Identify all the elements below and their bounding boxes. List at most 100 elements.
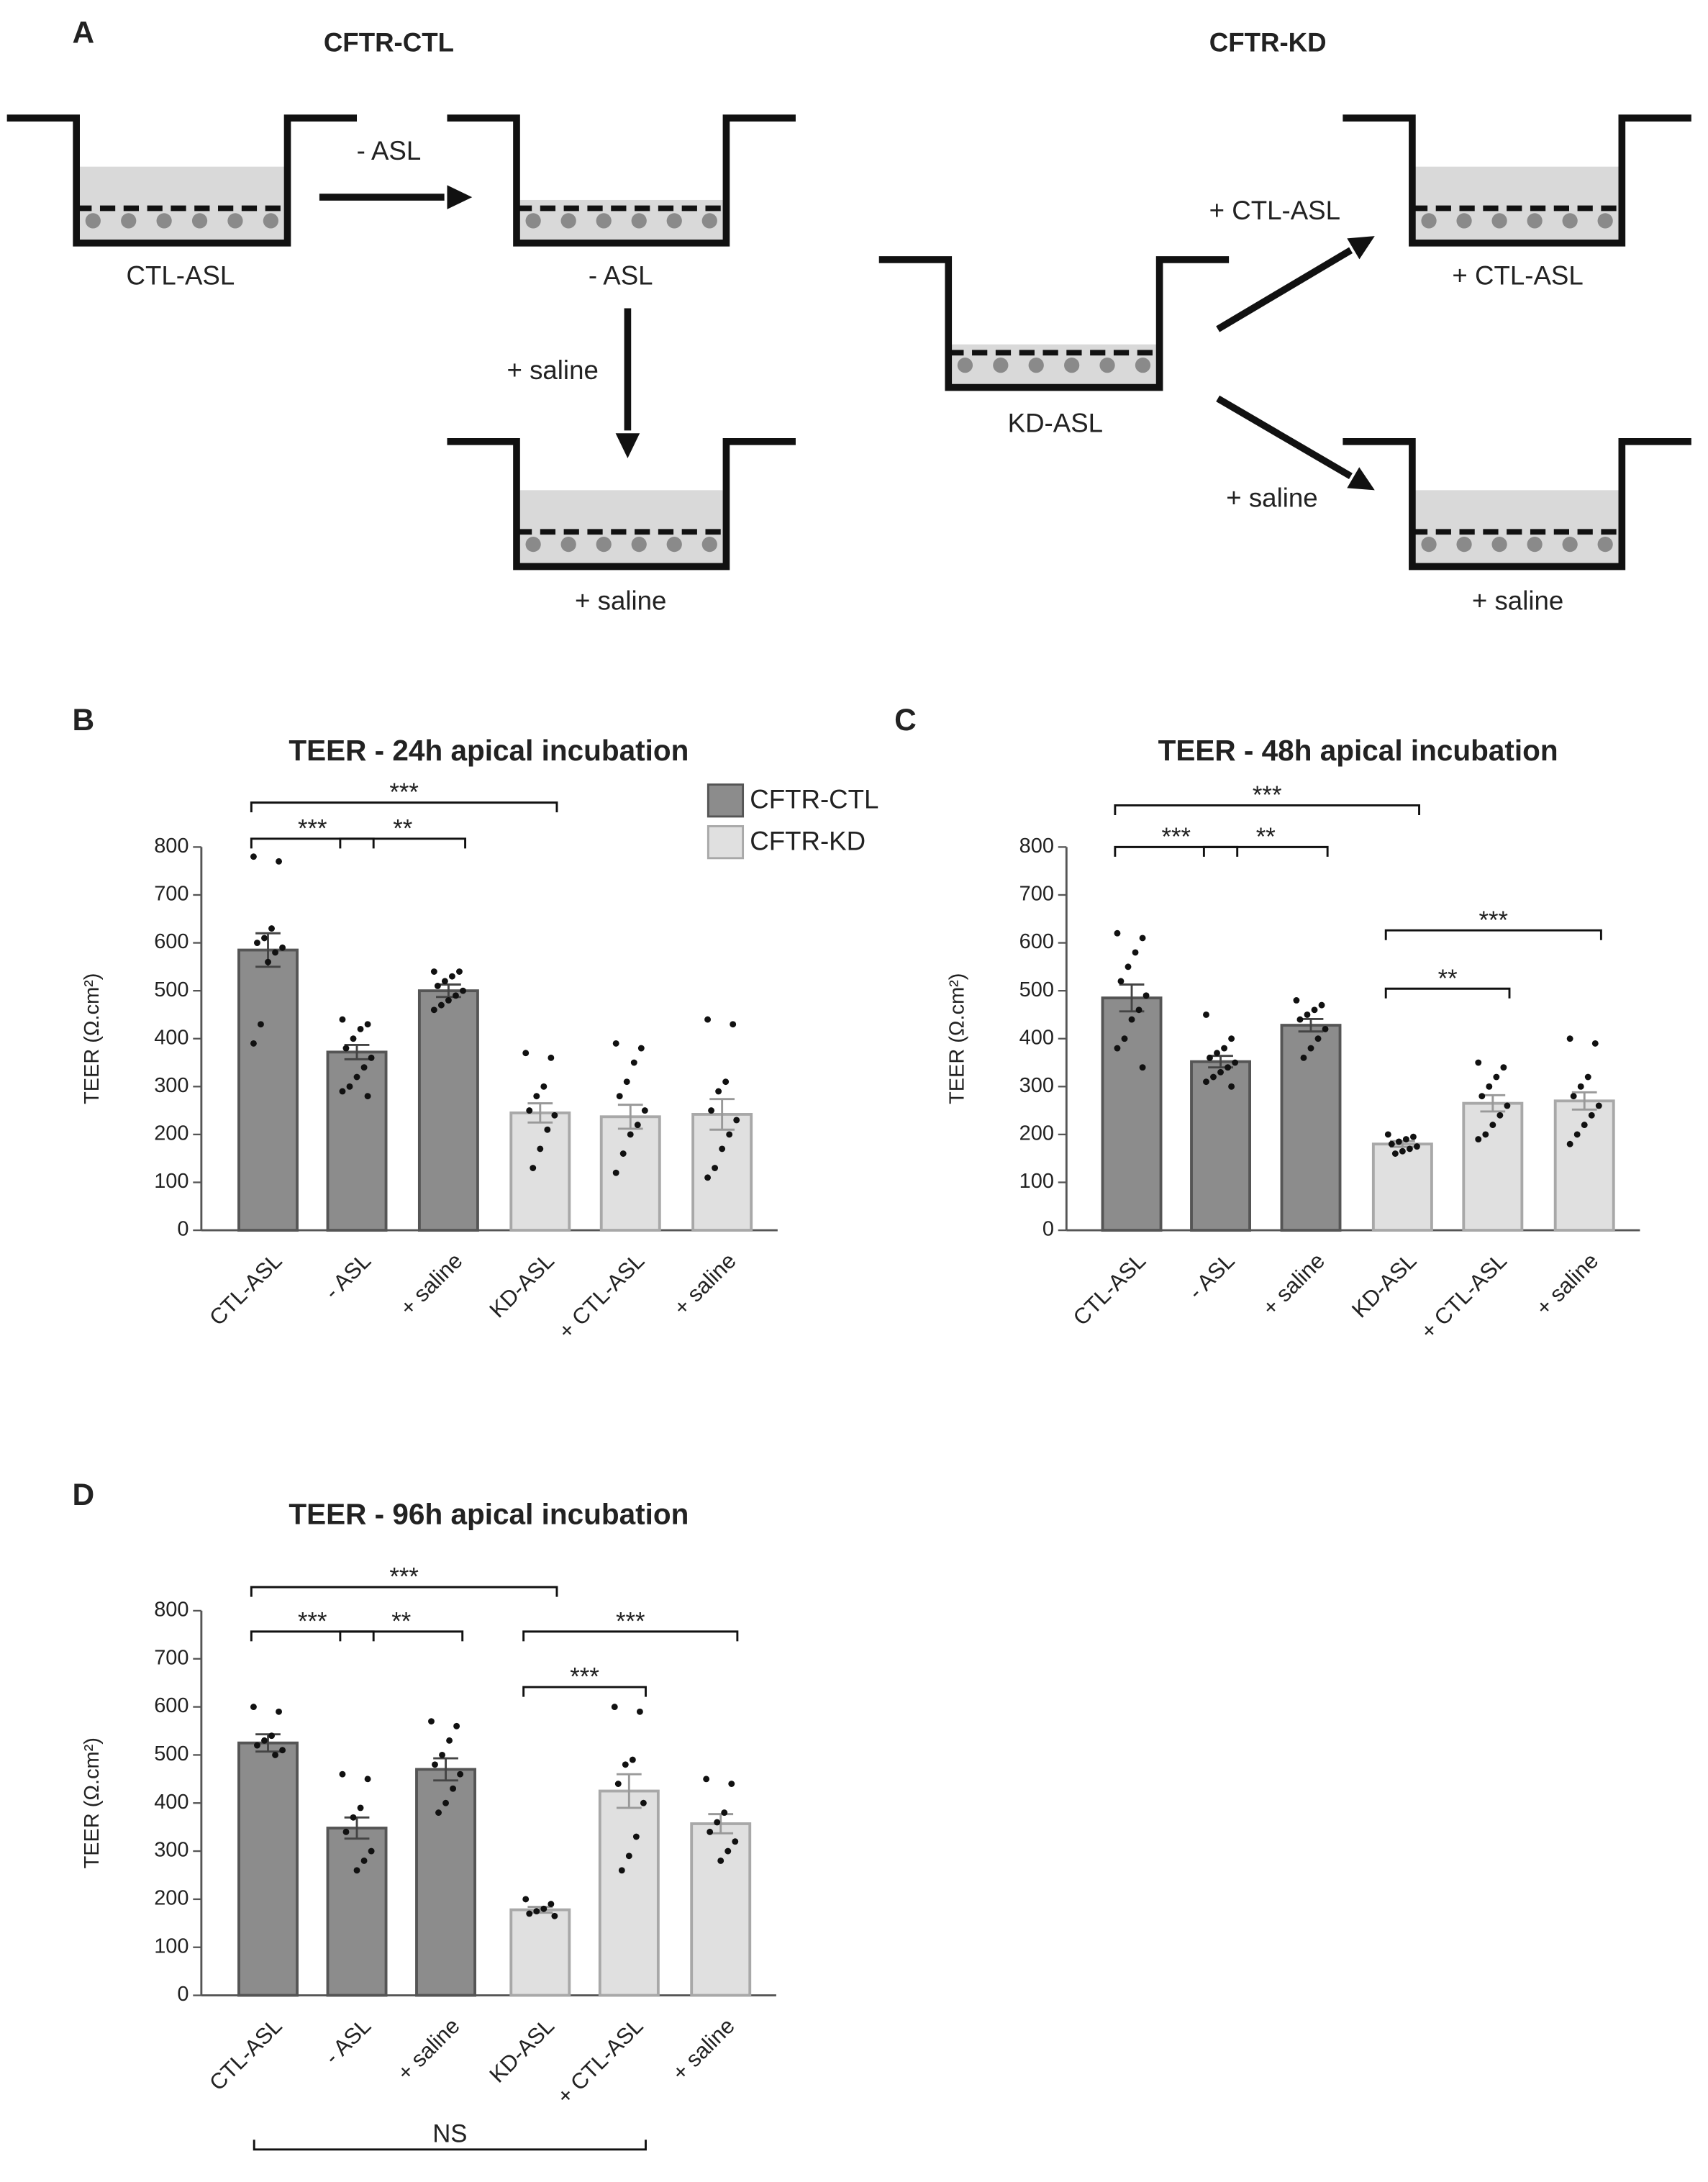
data-point bbox=[540, 1083, 548, 1090]
data-point bbox=[261, 935, 268, 942]
data-point bbox=[1296, 1016, 1304, 1023]
y-tick-label: 100 bbox=[154, 1935, 188, 1958]
data-point bbox=[1388, 1140, 1395, 1147]
data-point bbox=[611, 1704, 618, 1711]
data-point bbox=[448, 973, 455, 980]
data-point bbox=[1496, 1112, 1504, 1119]
bar bbox=[691, 1113, 753, 1232]
data-point bbox=[708, 1107, 715, 1114]
data-point bbox=[1139, 935, 1146, 942]
group-title: CFTR-KD bbox=[1209, 27, 1327, 57]
data-point bbox=[441, 978, 448, 985]
data-point bbox=[632, 1833, 640, 1840]
data-point bbox=[522, 1050, 530, 1057]
data-point bbox=[714, 1819, 721, 1826]
chart-title: TEER - 96h apical incubation bbox=[289, 1497, 689, 1530]
data-point bbox=[254, 940, 260, 946]
cell bbox=[1597, 213, 1613, 229]
significance-label: ** bbox=[1256, 824, 1276, 851]
y-tick-label: 600 bbox=[154, 930, 188, 953]
data-point bbox=[612, 1169, 619, 1176]
cell bbox=[85, 213, 101, 229]
data-point bbox=[1566, 1140, 1573, 1147]
data-point bbox=[342, 1828, 350, 1835]
bar bbox=[415, 1768, 477, 1997]
bar bbox=[417, 989, 479, 1232]
data-point bbox=[250, 1704, 257, 1711]
error-bar bbox=[433, 1757, 458, 1782]
y-tick-label: 600 bbox=[154, 1694, 188, 1717]
well-label: + CTL-ASL bbox=[1452, 261, 1583, 291]
data-point bbox=[364, 1776, 371, 1783]
data-point bbox=[704, 1016, 712, 1023]
data-point bbox=[622, 1761, 629, 1768]
data-point bbox=[1232, 1059, 1239, 1066]
cell bbox=[1562, 537, 1578, 553]
data-point bbox=[548, 1901, 555, 1908]
data-point bbox=[279, 944, 286, 951]
data-point bbox=[728, 1781, 735, 1787]
liquid bbox=[516, 490, 727, 567]
well-label: CTL-ASL bbox=[127, 261, 235, 291]
data-point bbox=[551, 1112, 558, 1119]
y-tick-label: 200 bbox=[154, 1122, 188, 1145]
y-tick-label: 500 bbox=[154, 978, 188, 1001]
arrow-label: + saline bbox=[507, 355, 598, 385]
cell bbox=[1562, 213, 1578, 229]
data-point bbox=[1414, 1143, 1420, 1150]
data-point bbox=[1482, 1131, 1489, 1138]
data-point bbox=[726, 1131, 733, 1138]
cell bbox=[1527, 537, 1543, 553]
data-point bbox=[717, 1858, 724, 1864]
y-tick-label: 500 bbox=[154, 1742, 188, 1765]
data-point bbox=[268, 1732, 275, 1740]
cell bbox=[957, 358, 973, 373]
cell bbox=[525, 213, 541, 229]
data-point bbox=[1128, 1016, 1135, 1023]
bar bbox=[1553, 1099, 1615, 1232]
significance-label: *** bbox=[389, 779, 419, 806]
significance-bracket bbox=[339, 1630, 464, 1642]
data-point bbox=[522, 1896, 530, 1903]
data-point bbox=[268, 925, 275, 932]
cell bbox=[1597, 537, 1613, 553]
data-point bbox=[442, 1799, 449, 1806]
data-point bbox=[432, 1761, 438, 1768]
data-point bbox=[357, 1804, 364, 1811]
data-point bbox=[722, 1078, 730, 1086]
data-point bbox=[430, 1006, 437, 1014]
cell bbox=[701, 213, 717, 229]
well bbox=[1343, 114, 1691, 247]
liquid bbox=[1412, 166, 1622, 243]
y-tick-label: 100 bbox=[154, 1170, 188, 1193]
data-point bbox=[339, 1016, 346, 1023]
significance-bracket bbox=[250, 1586, 558, 1597]
y-tick-label: 0 bbox=[177, 1983, 188, 2006]
data-point bbox=[445, 997, 452, 1004]
cell bbox=[1456, 537, 1472, 553]
data-point bbox=[719, 1145, 726, 1153]
data-point bbox=[612, 1040, 619, 1047]
arrow-shaft bbox=[1216, 395, 1353, 480]
data-point bbox=[1475, 1136, 1482, 1143]
data-point bbox=[641, 1107, 648, 1114]
data-point bbox=[1402, 1136, 1409, 1143]
data-point bbox=[357, 1025, 364, 1032]
data-point bbox=[707, 1828, 714, 1835]
data-point bbox=[1311, 1006, 1318, 1014]
cell bbox=[1456, 213, 1472, 229]
data-point bbox=[619, 1150, 627, 1157]
data-point bbox=[360, 1064, 368, 1071]
data-point bbox=[353, 1073, 360, 1081]
significance-label: *** bbox=[389, 1564, 419, 1591]
data-point bbox=[258, 1021, 264, 1028]
data-point bbox=[544, 1126, 551, 1133]
data-point bbox=[630, 1059, 637, 1066]
y-tick-label: 800 bbox=[154, 835, 188, 858]
data-point bbox=[456, 968, 463, 975]
legend-swatch bbox=[707, 824, 745, 860]
cell bbox=[525, 537, 541, 553]
y-tick-label: 0 bbox=[1042, 1218, 1054, 1241]
well bbox=[1343, 437, 1691, 570]
